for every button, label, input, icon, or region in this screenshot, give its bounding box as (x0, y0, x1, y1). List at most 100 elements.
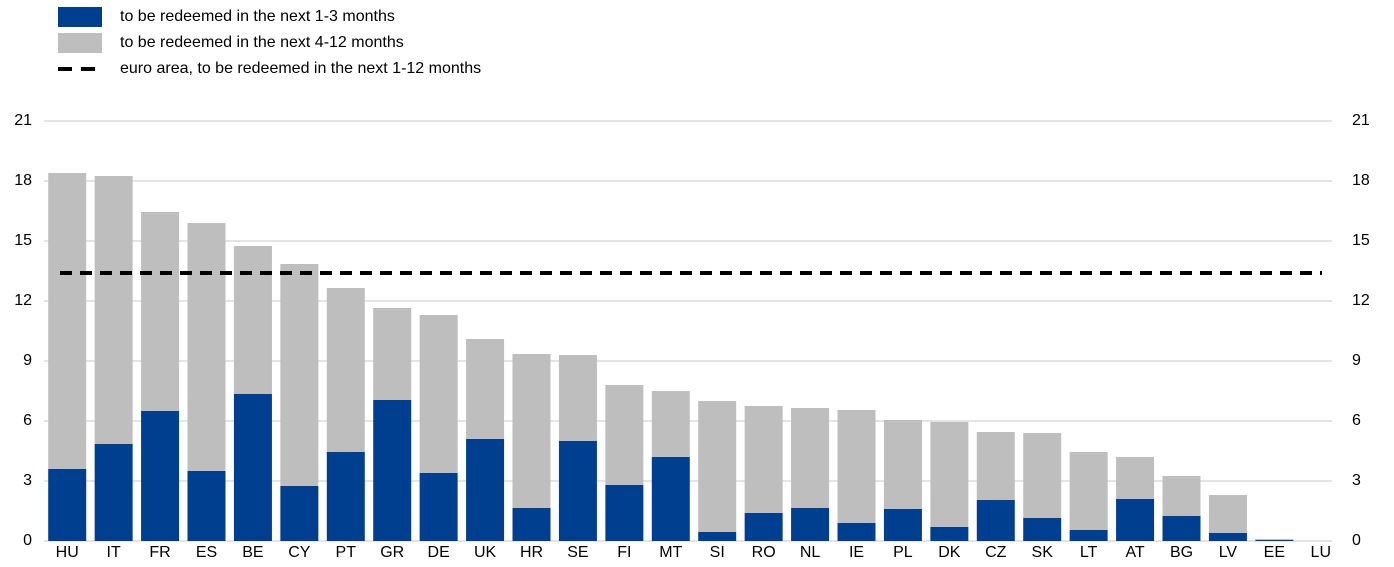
bar (187, 223, 226, 471)
y-tick-label: 6 (23, 412, 32, 429)
y-tick-label: 21 (14, 112, 32, 129)
bar (976, 432, 1015, 500)
x-tick-label: HR (520, 544, 543, 561)
x-tick-label: SI (710, 544, 725, 561)
y2-tick-label: 18 (1352, 172, 1370, 189)
bar (512, 354, 551, 508)
y2-tick-label: 12 (1352, 292, 1370, 309)
x-tick-label: NL (800, 544, 821, 561)
bar (651, 457, 690, 541)
bar (419, 473, 458, 541)
bar (558, 441, 597, 541)
bar (558, 355, 597, 441)
x-tick-label: MT (659, 544, 682, 561)
y-tick-label: 0 (23, 532, 32, 549)
x-tick-label: FI (617, 544, 631, 561)
bar (976, 500, 1015, 541)
y2-tick-label: 9 (1352, 352, 1361, 369)
bar (1162, 516, 1201, 541)
bar (930, 527, 969, 541)
y2-tick-label: 0 (1352, 532, 1361, 549)
bar (1208, 533, 1247, 541)
x-tick-label: CY (288, 544, 311, 561)
bar (280, 486, 319, 541)
bar (512, 508, 551, 541)
x-tick-label: LT (1080, 544, 1098, 561)
y2-tick-label: 6 (1352, 412, 1361, 429)
bar (837, 523, 876, 541)
bar (1116, 457, 1155, 499)
bar (1069, 452, 1108, 530)
bar (698, 532, 737, 541)
bar (141, 411, 180, 541)
y-tick-label: 15 (14, 232, 32, 249)
x-tick-label: ES (196, 544, 217, 561)
bar (1116, 499, 1155, 541)
x-tick-label: FR (149, 544, 170, 561)
x-tick-label: UK (474, 544, 497, 561)
bar (466, 439, 505, 541)
bar (698, 401, 737, 532)
y-tick-label: 3 (23, 472, 32, 489)
bar (326, 452, 365, 541)
x-tick-label: RO (752, 544, 776, 561)
x-tick-label: EE (1264, 544, 1285, 561)
bar (1069, 530, 1108, 541)
bar (1255, 540, 1294, 541)
legend-label: to be redeemed in the next 4-12 months (120, 34, 404, 51)
bar (48, 469, 87, 541)
bar (233, 394, 272, 541)
x-tick-label: AT (1125, 544, 1144, 561)
x-tick-label: LV (1219, 544, 1238, 561)
x-tick-label: HU (56, 544, 79, 561)
bar (373, 400, 412, 541)
legend-label: to be redeemed in the next 1-3 months (120, 8, 395, 25)
bar (651, 391, 690, 457)
y-tick-label: 12 (14, 292, 32, 309)
bar (141, 212, 180, 411)
bar (466, 339, 505, 439)
bar (605, 385, 644, 485)
x-tick-label: GR (380, 544, 404, 561)
bar (1208, 495, 1247, 533)
bar (280, 264, 319, 486)
x-tick-label: IT (107, 544, 121, 561)
x-tick-label: PT (336, 544, 357, 561)
bar (1162, 476, 1201, 516)
legend-swatch (58, 7, 102, 27)
y-tick-label: 18 (14, 172, 32, 189)
bar (187, 471, 226, 541)
x-tick-label: DK (938, 544, 961, 561)
bar (791, 508, 830, 541)
bar (930, 422, 969, 527)
bar (883, 420, 922, 509)
bar (1023, 518, 1062, 541)
bar (94, 444, 133, 541)
x-tick-label: IE (849, 544, 864, 561)
bar (605, 485, 644, 541)
legend-swatch (58, 33, 102, 53)
bar (373, 308, 412, 400)
x-tick-label: SE (567, 544, 588, 561)
bar (233, 246, 272, 394)
bar (791, 408, 830, 508)
bar (1255, 539, 1294, 540)
x-tick-label: DE (428, 544, 450, 561)
bar (744, 406, 783, 513)
bar (48, 173, 87, 469)
bar (94, 176, 133, 444)
y-tick-label: 9 (23, 352, 32, 369)
y2-tick-label: 15 (1352, 232, 1370, 249)
bar (837, 410, 876, 523)
x-tick-label: BG (1170, 544, 1193, 561)
x-tick-label: SK (1032, 544, 1054, 561)
bar (326, 288, 365, 452)
y2-tick-label: 21 (1352, 112, 1370, 129)
bar (419, 315, 458, 473)
bar (883, 509, 922, 541)
x-tick-label: PL (893, 544, 913, 561)
y2-tick-label: 3 (1352, 472, 1361, 489)
x-tick-label: LU (1311, 544, 1331, 561)
bar (744, 513, 783, 541)
